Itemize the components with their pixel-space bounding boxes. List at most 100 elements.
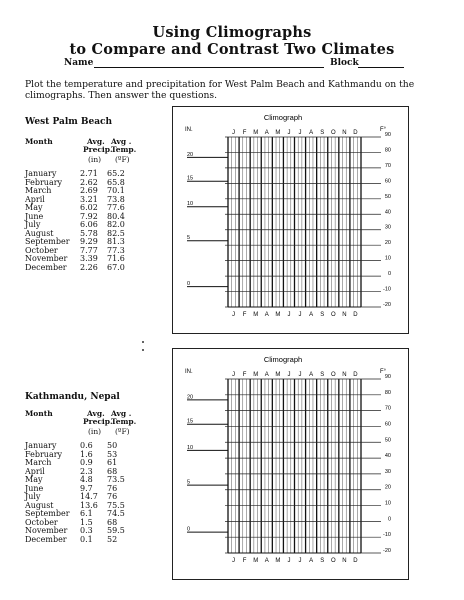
month-label-top: N [342,372,346,378]
month-label-top: J [232,130,235,136]
month-label-bottom: J [299,312,302,318]
temp-cell: 75.5 [107,500,125,510]
precip-unit: (in) [88,427,102,436]
climograph-west-palm-beach[interactable]: Climograph IN. F° J J F F M M A A M M J J J J A A S S O O N N D D 9… [172,106,409,334]
table-row: September 6.1 74.5 [25,509,143,519]
precip-unit: (in) [88,155,102,164]
month-header: Month [25,137,53,146]
month-cell: December [25,262,67,272]
month-label-top: N [342,130,346,136]
temp-cell: 61 [107,458,118,467]
temp-tick-label: 20 [385,240,391,246]
block-field[interactable] [358,67,404,68]
precip-header-1: Avg. [87,137,105,146]
precip-tick-label: 20 [187,152,193,158]
table-row: September 9.29 81.3 [25,237,143,247]
month-label-top: D [353,372,358,378]
block-label: Block [330,58,359,68]
month-label-bottom: A [309,312,313,318]
month-cell: July [25,492,41,501]
temp-tick-label: -10 [383,287,391,293]
month-cell: November [25,254,68,263]
scan-speck [142,349,144,351]
table-row: April 2.3 68 [25,466,143,477]
precip-header-2: Precip. [83,417,113,426]
temp-tick-label: 10 [385,256,391,262]
temp-tick-label: 0 [388,271,391,277]
month-label-top: J [287,130,290,136]
table-row: March 2.69 70.1 [25,186,143,196]
climograph-kathmandu[interactable]: Climograph IN. F° J J F F M M A A M M J J J J A A S S O O N N D D 9… [172,348,409,580]
month-cell: December [25,534,67,544]
precip-cell: 2.3 [80,466,93,476]
temp-cell: 73.5 [107,475,125,484]
precip-tick-label: 10 [187,445,193,451]
table-row: April 3.21 73.8 [25,195,143,205]
month-cell: November [25,526,68,535]
temp-tick-label: 50 [385,194,391,200]
table-row: June 9.7 76 [25,484,143,494]
month-label-top: S [320,372,324,378]
precip-cell: 0.1 [80,534,93,544]
month-label-bottom: O [331,312,336,318]
temp-tick-label: 80 [385,390,391,396]
precip-cell: 0.3 [80,526,93,535]
name-field[interactable] [94,67,324,68]
temp-tick-label: -20 [383,302,391,308]
temp-cell: 52 [107,534,118,544]
precip-cell: 1.6 [80,449,93,459]
month-label-bottom: M [253,312,258,318]
temp-unit: (ºF) [115,155,130,164]
temp-tick-label: 20 [385,485,391,491]
precip-cell: 2.69 [80,186,98,195]
precip-cell: 0.6 [80,441,93,450]
temp-cell: 67.0 [107,262,125,272]
month-cell: September [25,509,70,518]
month-label-top: S [320,130,324,136]
precip-cell: 14.7 [80,492,98,501]
temp-tick-label: 90 [385,374,391,380]
month-cell: August [25,500,54,510]
temp-cell: 50 [107,441,118,450]
month-cell: March [25,458,52,467]
temp-cell: 82.0 [107,220,125,229]
table-row: January 2.71 65.2 [25,169,143,179]
precip-cell: 13.6 [80,500,98,510]
precip-header-1: Avg. [87,409,105,418]
table-row: February 2.62 65.8 [25,177,143,188]
precip-cell: 2.26 [80,262,98,272]
temp-tick-label: 50 [385,437,391,443]
table-row: December 0.1 52 [25,534,143,545]
temp-header-2: Temp. [111,417,137,426]
temp-cell: 70.1 [107,186,125,195]
temp-tick-label: 60 [385,178,391,184]
temp-cell: 59.5 [107,526,125,535]
month-label-bottom: S [320,312,324,318]
month-label-top: A [309,130,313,136]
month-cell: October [25,245,58,255]
month-label-bottom: J [287,312,290,318]
month-label-bottom: A [265,312,269,318]
month-cell: February [25,177,63,187]
precip-cell: 6.06 [80,220,98,229]
precip-cell: 5.78 [80,228,98,238]
instructions: Plot the temperature and precipitation f… [25,79,415,101]
month-cell: September [25,237,70,246]
month-label-top: A [309,372,313,378]
table-row: August 13.6 75.5 [25,500,143,511]
city-name-kathmandu: Kathmandu, Nepal [25,392,120,402]
month-label-top: M [275,130,280,136]
month-label-top: M [275,372,280,378]
temp-tick-label: 0 [388,516,391,522]
climograph-title: Climograph [264,113,302,122]
month-label-bottom: M [253,558,258,564]
temp-header-1: Avg . [111,409,132,418]
temp-tick-label: 40 [385,209,391,215]
table-row: June 7.92 80.4 [25,212,143,222]
temp-tick-label: -20 [383,548,391,554]
month-label-bottom: J [232,312,235,318]
month-label-top: J [232,372,235,378]
month-label-bottom: J [232,558,235,564]
worksheet-title-line2: to Compare and Contrast Two Climates [69,41,395,58]
month-label-bottom: O [331,558,336,564]
